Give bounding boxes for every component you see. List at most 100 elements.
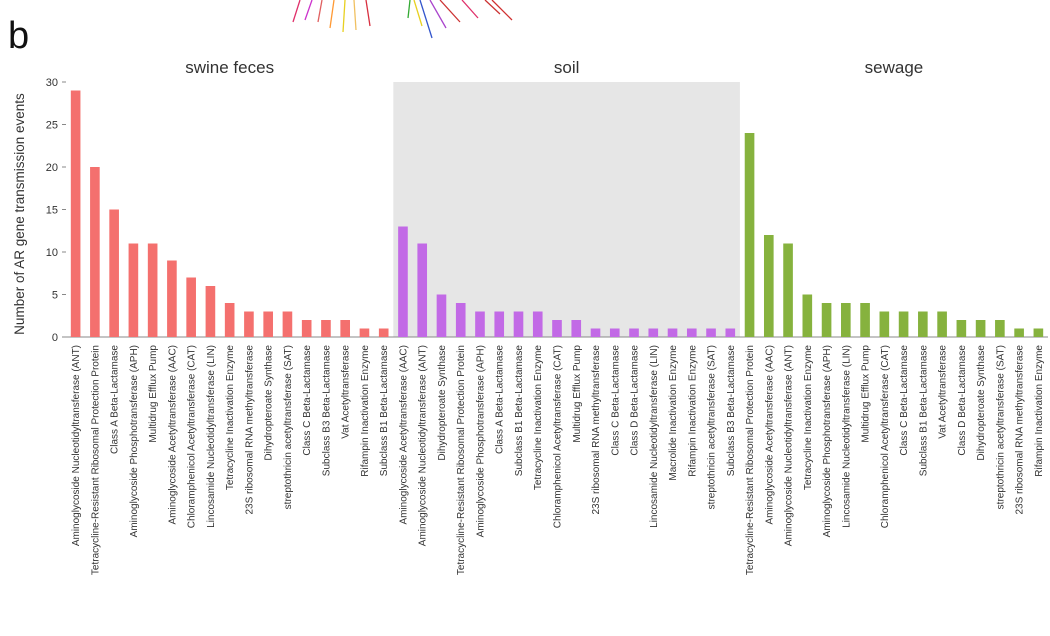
x-category-label: Chloramphenicol Acetyltransferase (CAT) [187,345,198,528]
bar-swine-feces-5 [147,243,158,337]
x-category-label: Subclass B1 Beta-Lactamase [379,345,390,477]
bar-swine-feces-13 [301,320,312,337]
bar-sewage-11 [937,311,947,337]
bar-soil-1 [398,226,408,337]
x-category-label: Multidrug Efflux Pump [148,345,159,443]
bar-sewage-12 [956,320,967,337]
x-category-label: Aminoglycoside Nucleotidyltransferase (A… [71,345,82,546]
bar-soil-13 [629,328,639,337]
x-category-label: Subclass B3 Beta-Lactamase [726,345,737,477]
bar-swine-feces-12 [282,311,293,337]
x-category-label: Macrolide Inactivation Enzyme [668,345,679,481]
x-category-label: Chloramphenicol Acetyltransferase (CAT) [553,345,564,528]
bar-swine-feces-14 [321,320,331,337]
panel-title-swine-feces: swine feces [185,58,274,77]
bar-sewage-7 [860,303,870,337]
bar-soil-5 [475,311,485,337]
x-category-label: streptothricin acetyltransferase (SAT) [707,345,718,509]
bar-soil-8 [532,311,543,337]
x-category-label: Vat Acetyltransferase [341,345,352,439]
bar-swine-feces-2 [90,167,100,337]
x-category-label: Dihydropteroate Synthase [264,345,275,461]
x-category-label: Class A Beta-Lactamase [110,345,121,454]
bar-soil-4 [455,303,466,337]
bar-soil-10 [571,320,582,337]
x-category-label: 23S ribosomal RNA methyltransferase [1015,345,1026,515]
x-category-label: Aminoglycoside Phosphotransferase (APH) [475,345,486,537]
x-category-label: Vat Acetyltransferase [938,345,949,439]
bar-soil-2 [417,243,428,337]
x-category-label: Dihydropteroate Synthase [437,345,448,461]
bar-sewage-10 [918,311,928,337]
y-tick-label: 30 [46,77,58,89]
x-category-label: Aminoglycoside Phosphotransferase (APH) [822,345,833,537]
bar-soil-6 [494,311,505,337]
x-category-label: Tetracycline Inactivation Enzyme [225,345,236,491]
bar-swine-feces-9 [224,303,235,337]
bar-swine-feces-15 [340,320,351,337]
bar-sewage-9 [898,311,909,337]
bar-swine-feces-11 [263,311,273,337]
x-category-label: 23S ribosomal RNA methyltransferase [591,345,602,515]
y-tick-label: 5 [52,290,58,302]
bar-sewage-6 [841,303,851,337]
bar-swine-feces-17 [378,328,389,337]
y-tick-label: 0 [52,332,58,344]
bar-swine-feces-7 [186,277,196,337]
x-category-label: Class C Beta-Lactamase [302,345,313,456]
x-category-label: Lincosamide Nucleotidyltransferase (LIN) [206,345,217,528]
x-category-label: Rifampin Inactivation Enzyme [360,345,371,477]
bar-soil-17 [706,328,716,337]
bar-swine-feces-4 [128,243,139,337]
bar-sewage-5 [821,303,832,337]
x-category-label: Rifampin Inactivation Enzyme [687,345,698,477]
x-category-label: Tetracycline-Resistant Ribosomal Protect… [90,345,101,575]
figure-letter: b [8,15,29,57]
x-category-label: Aminoglycoside Acetyltransferase (AAC) [167,345,178,525]
x-category-label: Aminoglycoside Acetyltransferase (AAC) [398,345,409,525]
bar-soil-14 [648,328,659,337]
x-category-label: Multidrug Efflux Pump [572,345,583,443]
bar-sewage-1 [744,133,755,337]
y-tick-label: 15 [46,205,58,217]
bar-soil-3 [436,294,447,337]
x-category-label: Multidrug Efflux Pump [861,345,872,443]
x-category-label: Aminoglycoside Acetyltransferase (AAC) [764,345,775,525]
x-category-label: Aminoglycoside Nucleotidyltransferase (A… [784,345,795,546]
x-category-label: Class D Beta-Lactamase [630,345,641,456]
panel-title-sewage: sewage [865,58,924,77]
bar-swine-feces-16 [359,328,370,337]
y-tick-label: 25 [46,120,58,132]
bar-sewage-2 [763,235,774,337]
x-category-label: Lincosamide Nucleotidyltransferase (LIN) [841,345,852,528]
x-category-label: Dihydropteroate Synthase [976,345,987,461]
bar-sewage-4 [802,294,813,337]
y-axis-title: Number of AR gene transmission events [12,93,27,335]
x-category-label: Subclass B1 Beta-Lactamase [918,345,929,477]
x-category-label: Class A Beta-Lactamase [495,345,506,454]
x-category-label: Subclass B3 Beta-Lactamase [321,345,332,477]
bar-soil-15 [667,328,678,337]
bar-sewage-16 [1033,328,1044,337]
y-tick-label: 20 [46,162,58,174]
bar-sewage-15 [1014,328,1024,337]
x-category-label: Class D Beta-Lactamase [957,345,968,456]
x-category-label: Tetracycline Inactivation Enzyme [533,345,544,491]
bar-soil-16 [686,328,697,337]
bar-sewage-8 [879,311,890,337]
cropped-network-fragment [292,0,513,39]
bar-sewage-3 [783,243,793,337]
x-category-label: 23S ribosomal RNA methyltransferase [244,345,255,515]
x-category-label: Class C Beta-Lactamase [610,345,621,456]
x-category-label: Aminoglycoside Nucleotidyltransferase (A… [418,345,429,546]
bar-soil-18 [725,328,736,337]
bar-swine-feces-6 [167,260,177,337]
bar-soil-7 [513,311,524,337]
bar-soil-9 [552,320,562,337]
bar-soil-11 [590,328,601,337]
x-category-label: Aminoglycoside Phosphotransferase (APH) [129,345,140,537]
x-category-label: streptothricin acetyltransferase (SAT) [283,345,294,509]
x-category-label: Class C Beta-Lactamase [899,345,910,456]
